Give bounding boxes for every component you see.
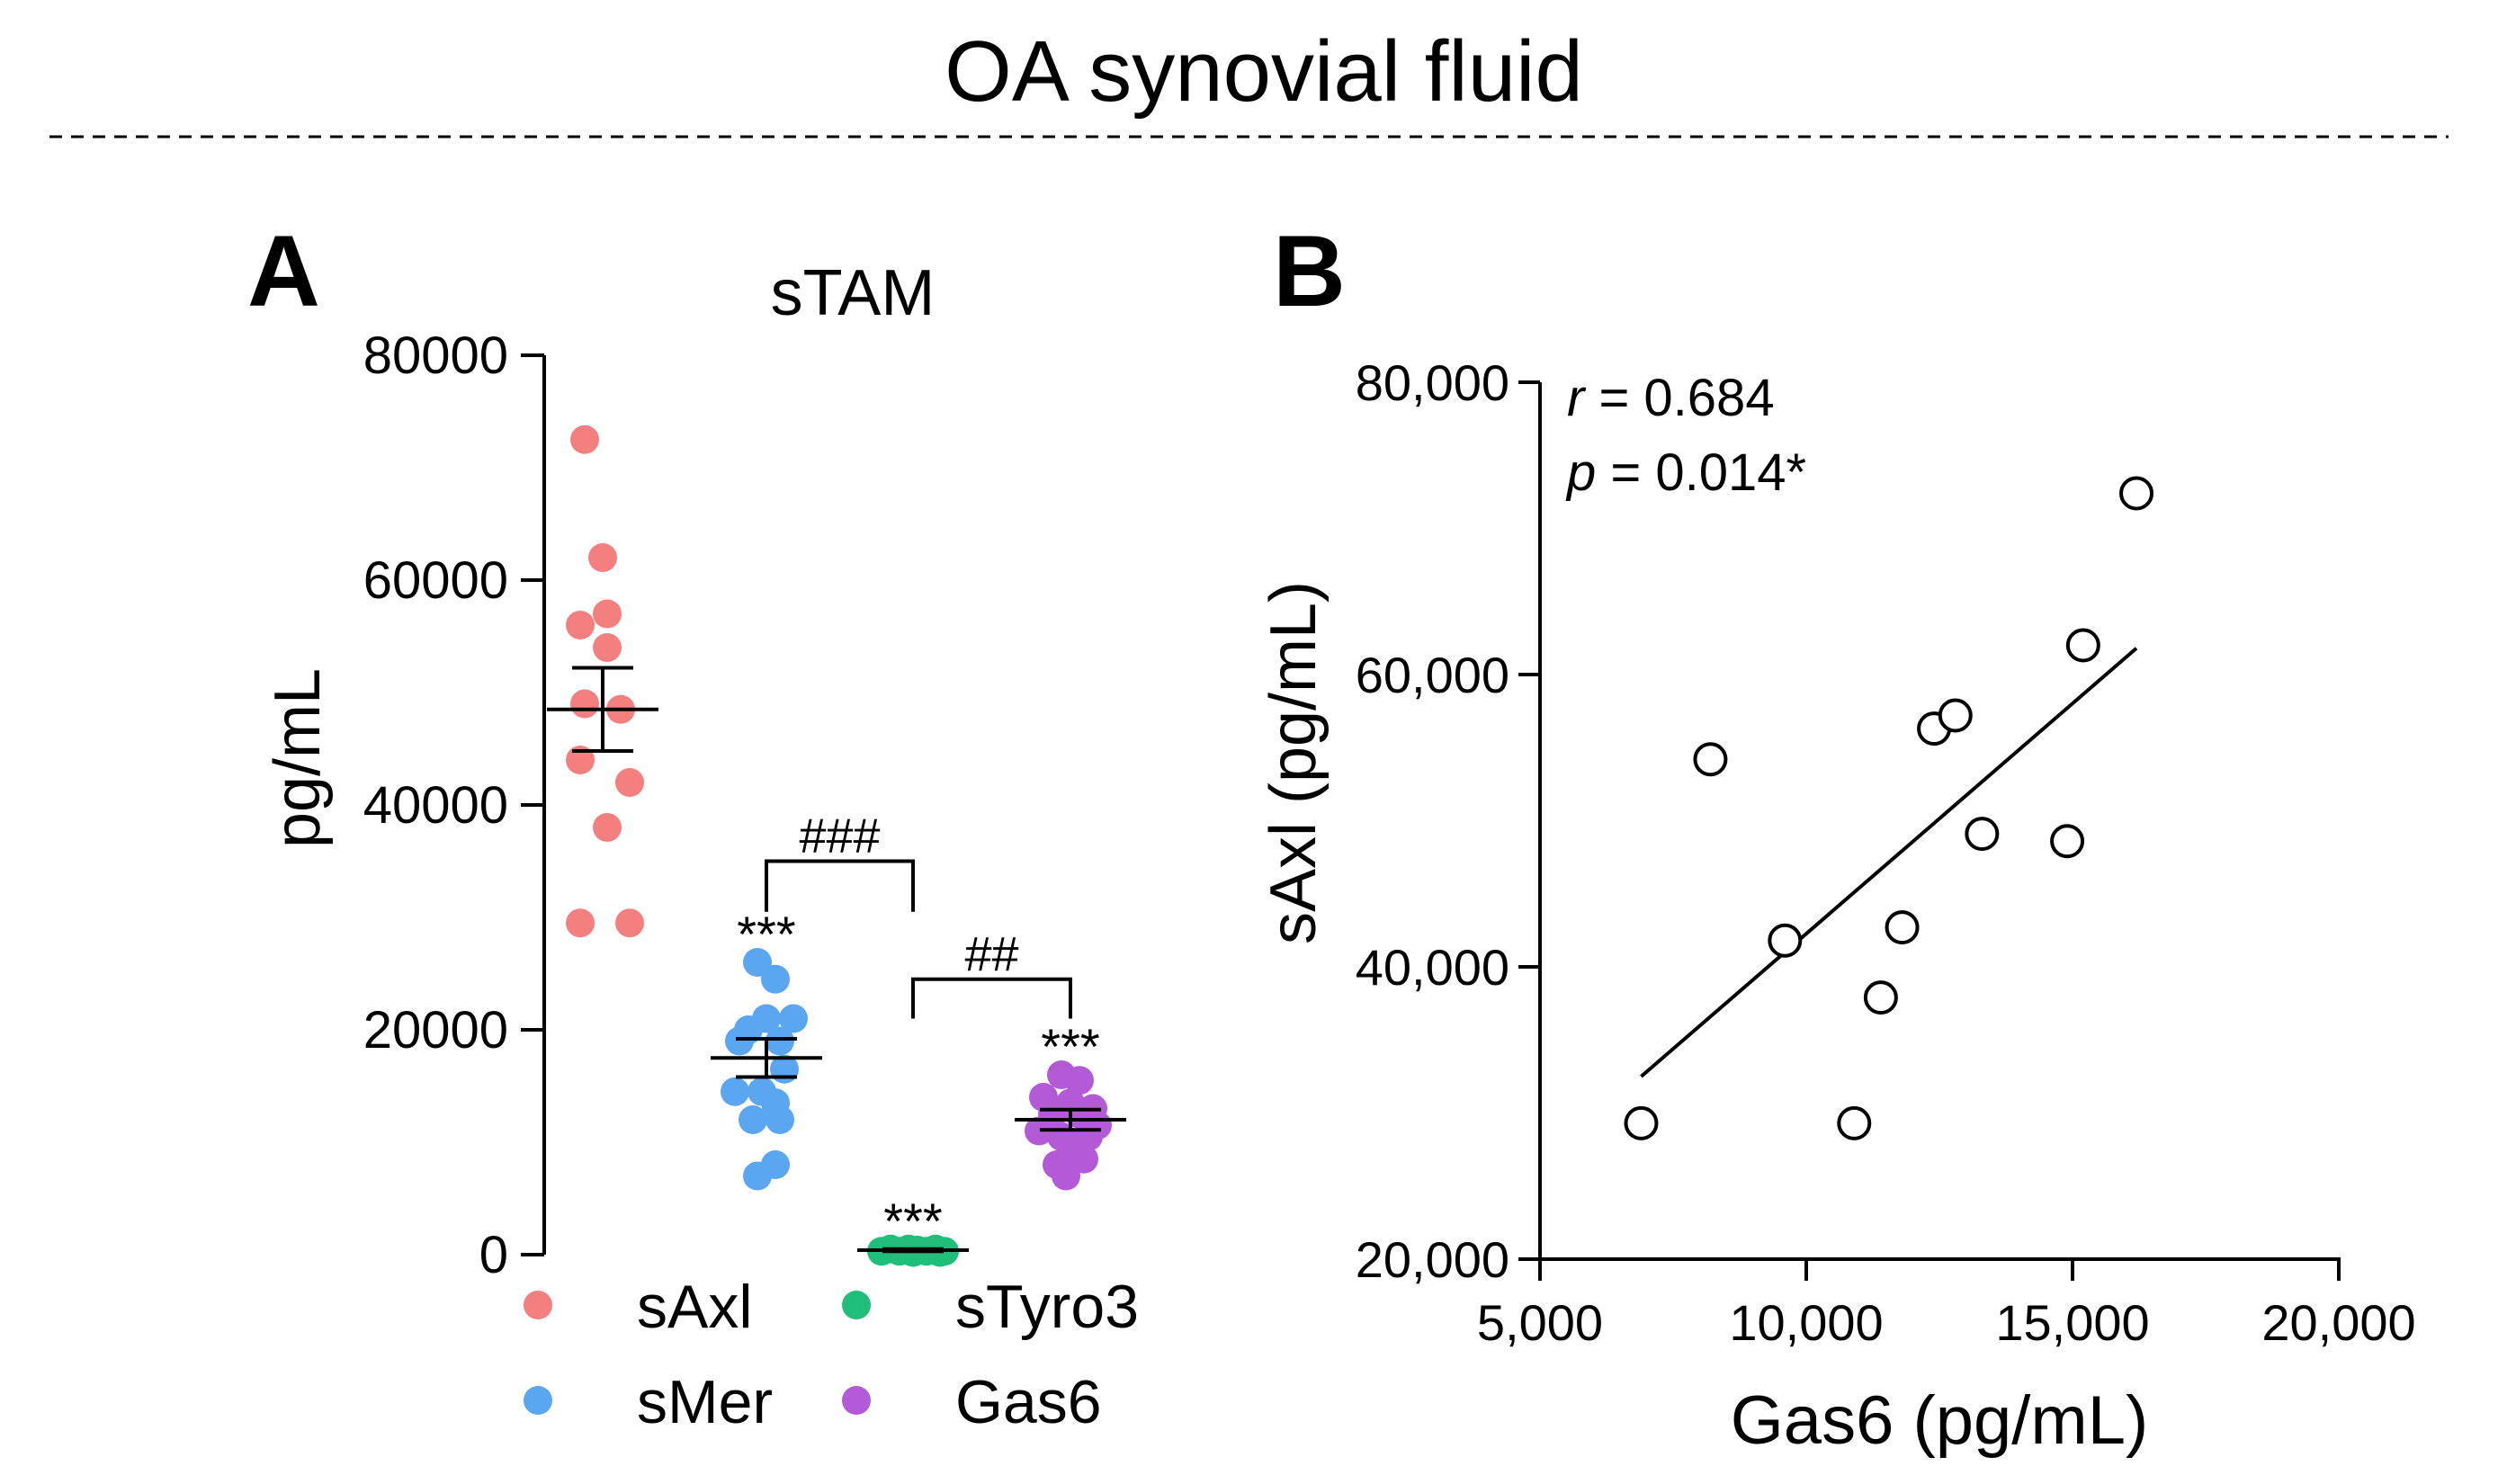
data-point-smer <box>779 1004 808 1033</box>
p-value: = 0.014* <box>1596 443 1806 502</box>
panel-b-xtick-label: 15,000 <box>1995 1294 2149 1351</box>
data-point-saxl <box>570 689 599 719</box>
panel-a-y-ticks: 0 20000 40000 60000 80000 <box>363 326 544 1284</box>
significance-styro3: *** <box>883 1193 942 1249</box>
scatter-point <box>2050 824 2085 859</box>
data-point-saxl <box>593 633 622 662</box>
data-point-saxl <box>570 425 599 454</box>
panel-a-title: sTAM <box>771 257 936 329</box>
panel-a-ytick-label: 80000 <box>363 326 508 385</box>
legend-label-smer: sMer <box>637 1368 773 1436</box>
data-point-gas6 <box>1065 1066 1094 1095</box>
panel-b-r-annotation: r = 0.684 <box>1567 369 1775 427</box>
panel-b-fit-line <box>1640 647 2138 1078</box>
data-point-gas6 <box>1070 1144 1098 1174</box>
panel-b-ytick-label: 60,000 <box>1356 647 1509 703</box>
data-point-smer <box>739 1105 767 1134</box>
scatter-point <box>1863 980 1898 1015</box>
panel-b-xlabel: Gas6 (pg/mL) <box>1731 1382 2149 1459</box>
r-value: = 0.684 <box>1584 369 1774 427</box>
legend-marker-smer <box>524 1386 552 1415</box>
data-point-saxl <box>615 908 644 938</box>
scatter-point <box>1693 742 1728 777</box>
data-point-smer <box>766 1105 794 1134</box>
scatter-point <box>1885 910 1920 945</box>
scatter-point <box>2065 628 2100 663</box>
data-point-gas6 <box>1052 1161 1080 1191</box>
legend-item-gas6: Gas6 <box>842 1368 1102 1436</box>
panel-a-ytick-label: 20000 <box>363 1001 508 1059</box>
data-point-saxl <box>615 768 644 797</box>
bracket-smer-styro3 <box>765 859 915 912</box>
significance-gas6: *** <box>1041 1018 1099 1075</box>
panel-a-ytick-label: 60000 <box>363 551 508 610</box>
legend-label-styro3: sTyro3 <box>955 1273 1139 1341</box>
data-point-saxl <box>566 908 595 938</box>
panel-b-ytick-label: 80,000 <box>1356 354 1509 411</box>
data-point-smer <box>743 948 772 977</box>
panel-b: B sAxl (pg/mL) Gas6 (pg/mL) 20,000 40,000… <box>1258 215 2416 1459</box>
r-symbol: r <box>1567 369 1587 427</box>
legend-marker-saxl <box>524 1291 552 1319</box>
panel-b-xtick-label: 20,000 <box>2261 1294 2415 1351</box>
panel-a-ytick-label: 0 <box>479 1226 508 1284</box>
bracket-styro3-gas6 <box>911 977 1072 1019</box>
scatter-point <box>2119 476 2154 511</box>
bracket-label: ## <box>964 927 1018 981</box>
data-point-saxl <box>566 611 595 639</box>
panel-a-brackets: ##### <box>765 809 1072 1019</box>
significance-smer: *** <box>737 906 795 962</box>
scatter-point <box>1965 817 2000 852</box>
panel-b-y-ticks: 20,000 40,000 60,000 80,000 <box>1356 354 1540 1288</box>
legend-item-saxl: sAxl <box>524 1273 752 1341</box>
panel-b-ytick-label: 20,000 <box>1356 1231 1509 1288</box>
legend-label-gas6: Gas6 <box>955 1368 1102 1436</box>
panel-a-legend: sAxl sTyro3 sMer Gas6 <box>524 1273 1139 1436</box>
legend-marker-styro3 <box>842 1291 871 1319</box>
series-smer-points <box>721 948 808 1191</box>
panel-a-mean-sem <box>547 666 1126 1254</box>
figure-title: OA synovial fluid <box>945 23 1583 120</box>
panel-b-xtick-label: 10,000 <box>1729 1294 1883 1351</box>
data-point-saxl <box>588 543 617 572</box>
legend-label-saxl: sAxl <box>637 1273 752 1341</box>
data-point-gas6 <box>1025 1116 1053 1146</box>
series-gas6-points <box>1025 1060 1112 1191</box>
data-point-saxl <box>593 599 622 629</box>
panel-b-ytick-label: 40,000 <box>1356 939 1509 996</box>
panel-b-points <box>1624 476 2154 1140</box>
scatter-point <box>1938 698 1973 733</box>
scatter-point <box>1837 1105 1872 1140</box>
panel-b-ylabel: sAxl (pg/mL) <box>1258 581 1330 944</box>
p-symbol: p <box>1565 443 1596 502</box>
panel-a-significance: *** *** *** <box>737 906 1099 1249</box>
panel-b-xtick-label: 5,000 <box>1477 1294 1603 1351</box>
data-point-saxl <box>593 813 622 842</box>
panel-a-label: A <box>247 215 320 327</box>
data-point-smer <box>743 1161 772 1191</box>
legend-item-styro3: sTyro3 <box>842 1273 1139 1341</box>
panel-b-label: B <box>1273 215 1346 327</box>
panel-b-x-ticks: 5,000 10,000 15,000 20,000 <box>1477 1259 2416 1351</box>
panel-a-ylabel: pg/mL <box>262 668 334 848</box>
scatter-point <box>1624 1105 1659 1140</box>
panel-a-ytick-label: 40000 <box>363 776 508 835</box>
data-point-smer <box>761 964 790 994</box>
legend-marker-gas6 <box>842 1386 871 1415</box>
scatter-point <box>1768 923 1803 958</box>
bracket-label: ### <box>799 809 880 863</box>
series-saxl-points <box>566 425 644 938</box>
data-point-smer <box>766 1026 794 1056</box>
panel-b-p-annotation: p = 0.014* <box>1565 443 1806 502</box>
data-point-smer <box>721 1077 749 1106</box>
legend-item-smer: sMer <box>524 1368 773 1436</box>
